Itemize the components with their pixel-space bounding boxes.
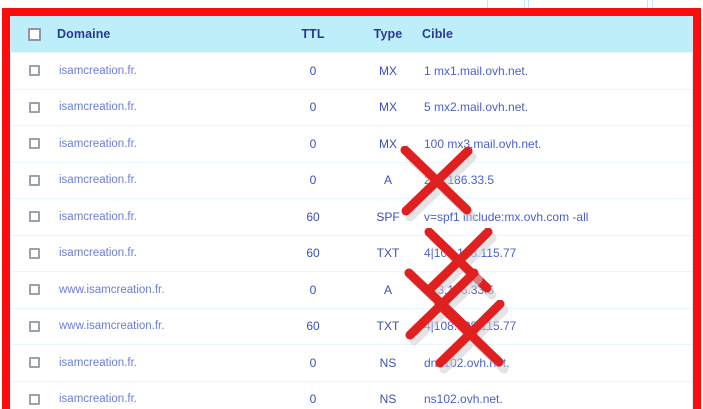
column-header-domaine[interactable]: Domaine	[57, 16, 272, 53]
cell-domaine: isamcreation.fr.	[57, 52, 272, 90]
column-header-ttl[interactable]: TTL	[272, 16, 354, 53]
cell-cible: 4|108.128.115.77	[422, 308, 692, 345]
cell-cible: 1 mx1.mail.ovh.net.	[422, 52, 692, 90]
table-row[interactable]: isamcreation.fr. 0 MX 100 mx3.mail.ovh.net.	[11, 125, 692, 163]
cutoff-widget-3	[652, 0, 703, 9]
cell-domaine: isamcreation.fr.	[57, 162, 272, 199]
cell-ttl: 0	[272, 125, 354, 163]
cell-cible: ns102.ovh.net.	[422, 381, 692, 409]
table-row[interactable]: isamcreation.fr. 0 NS dns102.ovh.net.	[11, 344, 692, 382]
dns-records-table: Domaine TTL Type Cible isamcreation.fr. 0…	[11, 16, 692, 409]
row-select-cell[interactable]	[11, 89, 57, 126]
cell-type: TXT	[354, 308, 422, 345]
table-row[interactable]: isamcreation.fr. 0 MX 1 mx1.mail.ovh.net.	[11, 52, 692, 90]
row-checkbox[interactable]	[28, 284, 40, 296]
cell-ttl: 60	[272, 308, 354, 345]
cell-ttl: 0	[272, 381, 354, 409]
cell-type: SPF	[354, 198, 422, 236]
cell-domaine: isamcreation.fr.	[57, 198, 272, 236]
row-checkbox[interactable]	[28, 65, 40, 77]
table-body: isamcreation.fr. 0 MX 1 mx1.mail.ovh.net. is…	[11, 52, 692, 409]
row-select-cell[interactable]	[11, 308, 57, 345]
row-select-cell[interactable]	[11, 198, 57, 236]
row-select-cell[interactable]	[11, 125, 57, 163]
cell-domaine: isamcreation.fr.	[57, 235, 272, 272]
cell-domaine: isamcreation.fr.	[57, 381, 272, 409]
table-row[interactable]: isamcreation.fr. 0 A 213.186.33.5	[11, 162, 692, 199]
cell-type: MX	[354, 89, 422, 126]
cell-type: MX	[354, 125, 422, 163]
row-select-cell[interactable]	[11, 162, 57, 199]
row-select-cell[interactable]	[11, 344, 57, 382]
row-checkbox[interactable]	[28, 320, 40, 332]
row-checkbox[interactable]	[28, 174, 40, 186]
cell-ttl: 0	[272, 89, 354, 126]
cell-ttl: 0	[272, 344, 354, 382]
cell-ttl: 0	[272, 271, 354, 309]
cell-domaine: isamcreation.fr.	[57, 344, 272, 382]
row-checkbox[interactable]	[28, 101, 40, 113]
table-row[interactable]: www.isamcreation.fr. 60 TXT 4|108.128.115.7…	[11, 308, 692, 345]
cell-type: NS	[354, 344, 422, 382]
row-checkbox[interactable]	[28, 357, 40, 369]
cell-cible: v=spf1 include:mx.ovh.com -all	[422, 198, 692, 236]
cell-cible: 5 mx2.mail.ovh.net.	[422, 89, 692, 126]
cell-domaine: www.isamcreation.fr.	[57, 308, 272, 345]
dns-records-panel: Domaine TTL Type Cible isamcreation.fr. 0…	[10, 16, 693, 409]
table-row[interactable]: isamcreation.fr. 60 SPF v=spf1 include:mx.o…	[11, 198, 692, 236]
table-row[interactable]: www.isamcreation.fr. 0 A 213.186.33.5	[11, 271, 692, 309]
row-checkbox[interactable]	[28, 211, 40, 223]
table-row[interactable]: isamcreation.fr. 0 MX 5 mx2.mail.ovh.net.	[11, 89, 692, 126]
cell-ttl: 0	[272, 52, 354, 90]
row-checkbox[interactable]	[28, 138, 40, 150]
column-header-type[interactable]: Type	[354, 16, 422, 53]
table-header-row: Domaine TTL Type Cible	[11, 16, 692, 53]
cell-type: MX	[354, 52, 422, 90]
row-select-cell[interactable]	[11, 271, 57, 309]
cell-ttl: 60	[272, 198, 354, 236]
row-checkbox[interactable]	[28, 247, 40, 259]
cell-domaine: www.isamcreation.fr.	[57, 271, 272, 309]
cell-cible: dns102.ovh.net.	[422, 344, 692, 382]
table-row[interactable]: isamcreation.fr. 0 NS ns102.ovh.net.	[11, 381, 692, 409]
cell-type: TXT	[354, 235, 422, 272]
cell-domaine: isamcreation.fr.	[57, 89, 272, 126]
select-all-header[interactable]	[11, 16, 57, 53]
table-row[interactable]: isamcreation.fr. 60 TXT 4|108.128.115.77	[11, 235, 692, 272]
row-select-cell[interactable]	[11, 235, 57, 272]
cell-cible: 4|108.128.115.77	[422, 235, 692, 272]
cell-type: NS	[354, 381, 422, 409]
cell-cible: 213.186.33.5	[422, 271, 692, 309]
cutoff-toolbar-strip	[0, 0, 703, 9]
cell-type: A	[354, 162, 422, 199]
row-select-cell[interactable]	[11, 381, 57, 409]
cell-cible: 213.186.33.5	[422, 162, 692, 199]
cell-ttl: 60	[272, 235, 354, 272]
cutoff-widget-1	[487, 0, 525, 9]
cell-ttl: 0	[272, 162, 354, 199]
cutoff-widget-2	[528, 0, 648, 9]
table-header: Domaine TTL Type Cible	[11, 16, 692, 53]
cell-cible: 100 mx3.mail.ovh.net.	[422, 125, 692, 163]
row-checkbox[interactable]	[28, 393, 40, 405]
select-all-checkbox[interactable]	[27, 28, 41, 42]
column-header-cible[interactable]: Cible	[422, 16, 692, 53]
cell-type: A	[354, 271, 422, 309]
cell-domaine: isamcreation.fr.	[57, 125, 272, 163]
row-select-cell[interactable]	[11, 52, 57, 90]
